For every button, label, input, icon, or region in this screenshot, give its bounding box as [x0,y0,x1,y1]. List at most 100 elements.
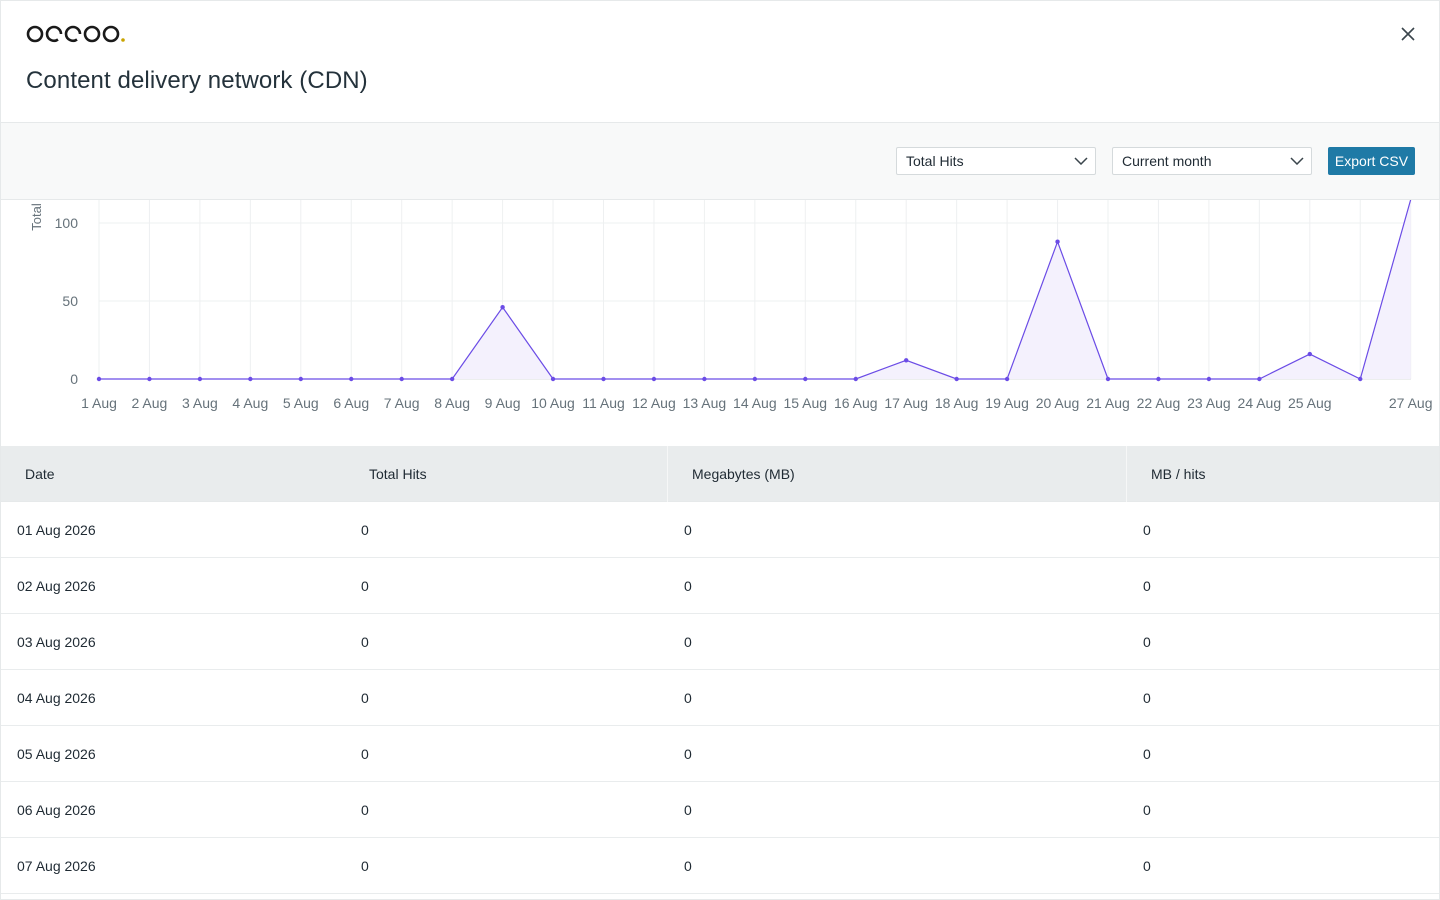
table-header: Date Total Hits Megabytes (MB) MB / hits [1,445,1439,502]
y-tick-label: 0 [70,371,78,387]
table-row: 02 Aug 2026 0 0 0 [1,558,1439,614]
x-tick-label: 7 Aug [384,395,420,411]
chevron-down-icon [1067,148,1095,174]
data-point [904,358,909,363]
cell-megabytes: 0 [684,577,692,594]
period-select[interactable]: Current month [1112,147,1312,175]
data-point [752,376,758,382]
cell-megabytes: 0 [684,521,692,538]
data-point [853,376,858,382]
data-point [248,376,253,382]
data-point [96,376,102,382]
table-row: 01 Aug 2026 0 0 0 [1,502,1439,558]
close-button[interactable] [1395,21,1421,47]
column-header-mb-per-hits[interactable]: MB / hits [1151,465,1206,482]
x-tick-label: 23 Aug [1187,395,1231,411]
x-tick-label: 15 Aug [783,395,827,411]
metric-select[interactable]: Total Hits [896,147,1096,175]
chart-toolbar: Total Hits Current month Export CSV [1,122,1439,200]
page-title: Content delivery network (CDN) [26,67,368,94]
x-tick-label: 12 Aug [632,395,676,411]
data-point [1307,351,1313,357]
series-area [99,200,1411,379]
x-tick-label: 20 Aug [1036,395,1080,411]
x-tick-label: 11 Aug [582,395,625,411]
x-tick-label: 1 Aug [81,395,117,411]
x-tick-label: 22 Aug [1137,395,1181,411]
cell-date: 06 Aug 2026 [17,801,96,818]
data-point [1004,376,1010,382]
page-header: Content delivery network (CDN) [1,1,1439,122]
cell-total-hits: 0 [361,857,369,874]
cell-date: 01 Aug 2026 [17,521,96,538]
data-point [197,376,203,382]
data-point [954,376,959,382]
cell-megabytes: 0 [684,745,692,762]
y-tick-label: 50 [62,293,78,309]
chevron-down-icon [1283,148,1311,174]
logo-dot-icon [121,38,125,42]
data-point [298,376,303,382]
y-axis-label: Total Hits [29,200,44,231]
x-tick-label: 13 Aug [683,395,727,411]
cell-date: 02 Aug 2026 [17,577,96,594]
cell-megabytes: 0 [684,633,692,650]
x-tick-label: 18 Aug [935,395,979,411]
cell-mb-per-hits: 0 [1143,745,1151,762]
cell-total-hits: 0 [361,801,369,818]
table-row: 03 Aug 2026 0 0 0 [1,614,1439,670]
data-point [550,376,556,382]
cell-total-hits: 0 [361,633,369,650]
cell-total-hits: 0 [361,577,369,594]
data-point [147,376,152,382]
cell-megabytes: 0 [684,801,692,818]
period-select-value: Current month [1122,153,1212,169]
cell-date: 05 Aug 2026 [17,745,96,762]
column-header-date[interactable]: Date [25,465,55,482]
data-point [702,376,707,382]
data-point [1055,239,1060,244]
x-tick-label: 2 Aug [132,395,168,411]
export-csv-button[interactable]: Export CSV [1328,147,1415,175]
x-tick-label: 25 Aug [1288,395,1332,411]
cell-megabytes: 0 [684,857,692,874]
cell-mb-per-hits: 0 [1143,521,1151,538]
cell-mb-per-hits: 0 [1143,633,1151,650]
table-row: 05 Aug 2026 0 0 0 [1,726,1439,782]
x-tick-label: 10 Aug [531,395,575,411]
cell-mb-per-hits: 0 [1143,577,1151,594]
data-point [803,376,808,382]
data-point [500,305,505,310]
cell-date: 04 Aug 2026 [17,689,96,706]
table-row: 07 Aug 2026 0 0 0 [1,838,1439,894]
table-row: 04 Aug 2026 0 0 0 [1,670,1439,726]
data-point [399,376,404,382]
data-point [1156,376,1161,382]
occtoo-logo-icon [26,25,125,43]
cell-total-hits: 0 [361,689,369,706]
x-tick-label: 19 Aug [985,395,1029,411]
hits-chart: 0 50 100 Total Hits 1 Aug 2 Aug 3 Aug 4 Aug 5 Au… [1,200,1439,446]
data-point [1257,376,1262,382]
x-tick-label: 21 Aug [1086,395,1130,411]
data-point [1358,376,1363,382]
x-tick-label: 9 Aug [485,395,521,411]
cell-date: 07 Aug 2026 [17,857,96,874]
cell-megabytes: 0 [684,689,692,706]
x-tick-label: 4 Aug [232,395,268,411]
x-tick-label: 17 Aug [884,395,928,411]
cell-total-hits: 0 [361,745,369,762]
cdn-table: Date Total Hits Megabytes (MB) MB / hits… [1,445,1439,894]
table-row: 06 Aug 2026 0 0 0 [1,782,1439,838]
x-tick-label: 14 Aug [733,395,777,411]
column-header-megabytes[interactable]: Megabytes (MB) [668,445,1127,502]
x-tick-label: 5 Aug [283,395,319,411]
cell-mb-per-hits: 0 [1143,801,1151,818]
column-header-total-hits[interactable]: Total Hits [345,445,668,502]
data-point [601,376,606,382]
x-tick-label: 16 Aug [834,395,878,411]
close-icon [1401,27,1415,41]
x-tick-label: 6 Aug [333,395,369,411]
data-point [349,376,354,382]
